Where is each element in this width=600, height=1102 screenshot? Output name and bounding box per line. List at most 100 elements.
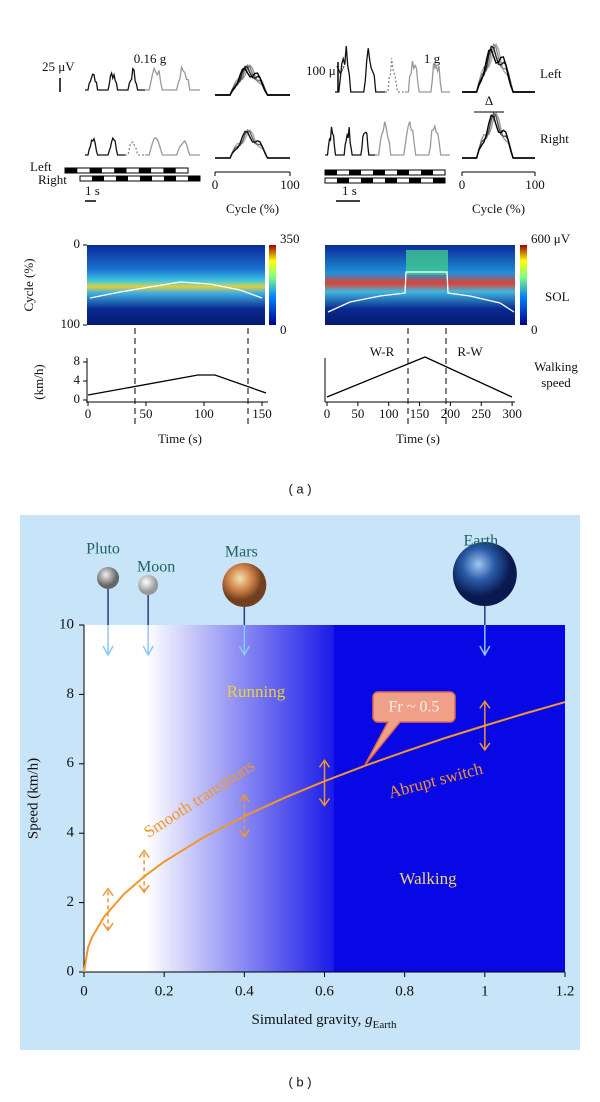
y-tick-label: 0 (67, 963, 75, 979)
transition-label: W-R (370, 344, 395, 359)
y-tick-label: 2 (67, 894, 75, 910)
step-bar-stance (325, 170, 337, 175)
callout (364, 691, 456, 766)
colorbar (520, 245, 527, 325)
tick-label: 100 (61, 316, 81, 331)
arrowhead (318, 759, 331, 768)
step-bar-stance (373, 170, 385, 175)
x-tick-label: 0 (80, 983, 88, 999)
colorbar-label: 600 μV (531, 231, 571, 246)
step-bar-stance (163, 168, 176, 173)
planet-arrowhead (479, 645, 491, 657)
planet-name: Pluto (86, 541, 120, 558)
step-bar-stance (116, 176, 128, 181)
label: 1 g (424, 51, 441, 66)
cycle-trace (215, 67, 290, 96)
colorbar-label: 0 (531, 322, 538, 337)
arrowhead (238, 793, 250, 803)
tick-label: 150 (410, 406, 430, 421)
tick-label: 100 (194, 406, 214, 421)
step-bar-stance (337, 178, 349, 183)
scale-label: 25 μV (42, 59, 75, 74)
emg-trace (145, 136, 200, 156)
planet-name: Earth (464, 533, 499, 550)
emg-trace (325, 126, 375, 156)
step-bar-stance (349, 170, 361, 175)
axis-label: Time (s) (396, 431, 440, 446)
axis-label-var: g (365, 1012, 373, 1028)
y-tick-label: 4 (67, 825, 75, 841)
arrowhead (238, 829, 250, 838)
arrowhead (138, 849, 150, 858)
step-bar-stance (385, 178, 397, 183)
tick-label: 0 (74, 236, 81, 251)
tick-label: 50 (140, 406, 153, 421)
arrowhead (318, 798, 331, 807)
step-bar-stance (140, 176, 152, 181)
emg-trace (375, 121, 450, 156)
planet (222, 563, 267, 607)
emg-trace (385, 58, 405, 93)
step-bar-stance (114, 168, 127, 173)
cycle-trace (462, 42, 535, 93)
step-bar-stance (188, 176, 200, 181)
cycle-trace (462, 45, 535, 93)
y-tick-label: 10 (59, 616, 74, 632)
x-tick-label: 1.2 (556, 983, 575, 999)
leg-label: Right (540, 131, 569, 146)
tick-label: 200 (441, 406, 461, 421)
tick-label: 100 (525, 177, 545, 192)
region-label: Running (227, 682, 286, 701)
x-tick-label: 0.2 (155, 983, 174, 999)
y-tick-label: 8 (67, 686, 75, 702)
step-bar-stance (65, 168, 78, 173)
arrowhead (102, 922, 114, 932)
step-bar-stance (361, 178, 373, 183)
scale-label: 1 s (85, 183, 100, 198)
label: 0.16 g (134, 51, 167, 66)
tick-label: 300 (502, 406, 522, 421)
tick-label: 100 (379, 406, 399, 421)
cycle-trace (215, 64, 290, 96)
colorbar (269, 245, 276, 325)
planet (138, 575, 159, 595)
emg-trace (335, 45, 385, 93)
panel-b: 0 0.2 0.4 0.6 0.8 1 1.2 0 2 4 6 8 10 Speed (km/h) Simu… (25, 533, 574, 1031)
legend-label: Walking (534, 359, 578, 374)
x-tick-label: 0.6 (315, 983, 334, 999)
planet-arrowhead (238, 645, 250, 657)
delta-label: Δ (485, 93, 493, 108)
arrowhead (102, 887, 114, 897)
axis-label: Cycle (%) (21, 258, 36, 311)
arrowhead (479, 700, 491, 709)
step-bar-stance (164, 176, 176, 181)
cycle-trace (462, 114, 535, 159)
emg-trace (85, 67, 145, 91)
axis-label: Cycle (%) (226, 201, 279, 216)
x-tick-label: 1 (481, 983, 489, 999)
leg-label: Left (540, 66, 562, 81)
tick-label: 100 (280, 177, 300, 192)
leg-label: Left (30, 159, 52, 174)
heatmap (87, 245, 265, 325)
axis-label-text: Simulated gravity, (252, 1012, 366, 1028)
planet-name: Mars (225, 544, 258, 561)
x-tick-label: 0.4 (235, 983, 254, 999)
axis-label: Simulated gravity, gEarth (252, 1012, 397, 1030)
scale-label: 100 μV (306, 63, 346, 78)
cycle-trace (215, 65, 290, 96)
transition-label: R-W (457, 344, 483, 359)
step-bar-stance (92, 176, 104, 181)
emg-trace (145, 64, 200, 91)
x-tick-label: 0.8 (395, 983, 414, 999)
tick-label: 4 (74, 372, 81, 387)
axis-label: Cycle (%) (472, 201, 525, 216)
tick-label: 0 (85, 406, 92, 421)
emg-trace (125, 141, 145, 156)
leg-label: Right (38, 172, 67, 187)
panel-label: ( a ) (288, 481, 311, 496)
axis-label-sub: Earth (373, 1019, 397, 1031)
planet-arrowhead (102, 645, 114, 657)
